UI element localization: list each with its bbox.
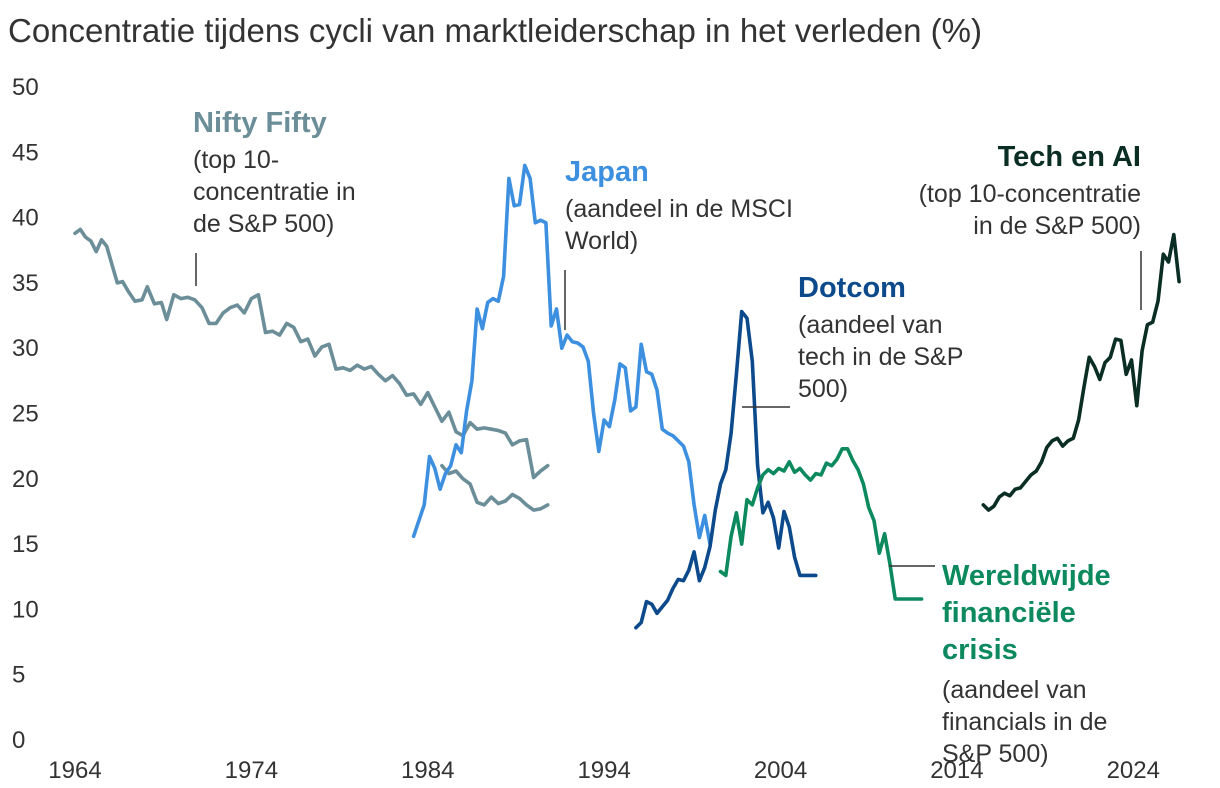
x-tick-label: 2014 (930, 757, 983, 784)
y-tick-label: 45 (12, 139, 39, 166)
y-tick-label: 30 (12, 335, 39, 362)
annotation-nifty-fifty-line-1: (top 10- (193, 146, 279, 174)
y-tick-label: 35 (12, 270, 39, 297)
series-line-0 (73, 227, 550, 480)
annotation-nifty-fifty-title: Nifty Fifty (193, 107, 327, 139)
y-tick-label: 0 (12, 727, 25, 754)
annotation-gfc-title-line-3: crisis (942, 634, 1018, 666)
annotation-japan-line-1: (aandeel in de MSCI (565, 195, 793, 223)
annotation-dotcom-title: Dotcom (798, 272, 906, 304)
y-tick-label: 50 (12, 74, 39, 101)
annotation-dotcom-line-3: 500) (798, 375, 848, 403)
series-line-0-b (440, 463, 550, 512)
x-tick-label: 1994 (577, 757, 630, 784)
y-axis-ticks: 0 5 10 15 20 25 30 35 40 45 50 (12, 74, 39, 754)
y-tick-label: 40 (12, 205, 39, 232)
annotation-nifty-fifty-line-2: concentratie in (193, 178, 356, 206)
y-tick-label: 10 (12, 596, 39, 623)
x-axis-ticks: 1964 1974 1984 1994 2004 2014 2024 (48, 757, 1160, 784)
annotation-tech-ai-line-1: (top 10-concentratie (919, 180, 1141, 208)
annotation-gfc-title-line-1: Wereldwijde (942, 560, 1111, 592)
y-tick-label: 20 (12, 466, 39, 493)
annotation-nifty-fifty-line-3: de S&P 500) (193, 210, 334, 238)
annotation-gfc-title-line-2: financiële (942, 597, 1076, 629)
x-tick-label: 1984 (401, 757, 454, 784)
annotations: Nifty Fifty (top 10- concentratie in de … (193, 107, 1142, 768)
annotation-tech-ai-title: Tech en AI (998, 141, 1141, 173)
chart-title: Concentratie tijdens cycli van marktleid… (8, 12, 982, 49)
series-line-4 (981, 232, 1181, 512)
annotation-gfc-line-1: (aandeel van (942, 676, 1087, 704)
series-line-3 (718, 447, 924, 601)
y-tick-label: 5 (12, 662, 25, 689)
y-tick-label: 25 (12, 401, 39, 428)
x-tick-label: 2004 (754, 757, 807, 784)
series-line-1 (411, 163, 712, 546)
annotation-gfc-line-3: S&P 500) (942, 740, 1049, 768)
y-tick-label: 15 (12, 531, 39, 558)
annotation-japan-title: Japan (565, 156, 649, 188)
x-tick-label: 2024 (1107, 757, 1160, 784)
x-tick-label: 1964 (48, 757, 101, 784)
series-lines (73, 163, 1181, 630)
x-tick-label: 1974 (225, 757, 278, 784)
annotation-dotcom-line-1: (aandeel van (798, 311, 943, 339)
annotation-japan-line-2: World) (565, 227, 638, 255)
annotation-tech-ai-line-2: in de S&P 500) (973, 212, 1141, 240)
annotation-gfc-line-2: financials in de (942, 708, 1107, 736)
annotation-dotcom-line-2: tech in de S&P (798, 343, 963, 371)
series-line-2 (634, 309, 818, 630)
